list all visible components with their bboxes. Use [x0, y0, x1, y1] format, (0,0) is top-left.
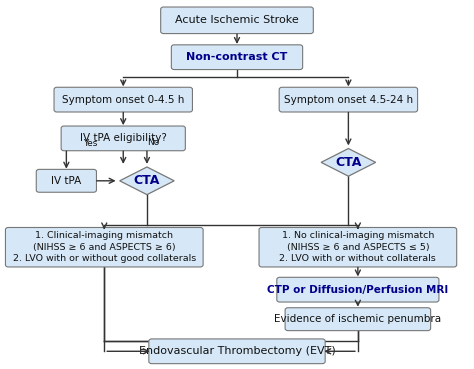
FancyBboxPatch shape	[172, 45, 303, 70]
Text: Symptom onset 0-4.5 h: Symptom onset 0-4.5 h	[62, 94, 184, 105]
Polygon shape	[321, 148, 375, 176]
FancyBboxPatch shape	[161, 7, 313, 34]
Text: IV tPA eligibility?: IV tPA eligibility?	[80, 133, 167, 144]
Text: CTA: CTA	[335, 156, 362, 169]
Text: CTP or Diffusion/Perfusion MRI: CTP or Diffusion/Perfusion MRI	[267, 284, 448, 295]
FancyBboxPatch shape	[279, 87, 418, 112]
Text: Symptom onset 4.5-24 h: Symptom onset 4.5-24 h	[284, 94, 413, 105]
Text: Evidence of ischemic penumbra: Evidence of ischemic penumbra	[274, 314, 441, 324]
FancyBboxPatch shape	[5, 227, 203, 267]
FancyBboxPatch shape	[259, 227, 456, 267]
Text: IV tPA: IV tPA	[51, 176, 82, 186]
Text: Endovascular Thrombectomy (EVT): Endovascular Thrombectomy (EVT)	[138, 346, 336, 356]
FancyBboxPatch shape	[61, 126, 185, 151]
Text: Non-contrast CT: Non-contrast CT	[186, 52, 288, 62]
Text: Acute Ischemic Stroke: Acute Ischemic Stroke	[175, 15, 299, 25]
Text: 1. Clinical-imaging mismatch
(NIHSS ≥ 6 and ASPECTS ≥ 6)
2. LVO with or without : 1. Clinical-imaging mismatch (NIHSS ≥ 6 …	[13, 231, 196, 263]
Text: 1. No clinical-imaging mismatch
(NIHSS ≥ 6 and ASPECTS ≤ 5)
2. LVO with or witho: 1. No clinical-imaging mismatch (NIHSS ≥…	[280, 231, 436, 263]
FancyBboxPatch shape	[149, 339, 325, 364]
FancyBboxPatch shape	[277, 277, 439, 302]
Polygon shape	[119, 167, 174, 195]
Text: No: No	[147, 138, 159, 147]
Text: CTA: CTA	[134, 174, 160, 187]
FancyBboxPatch shape	[285, 308, 430, 331]
FancyBboxPatch shape	[36, 169, 97, 192]
Text: Yes: Yes	[83, 139, 97, 148]
FancyBboxPatch shape	[54, 87, 192, 112]
